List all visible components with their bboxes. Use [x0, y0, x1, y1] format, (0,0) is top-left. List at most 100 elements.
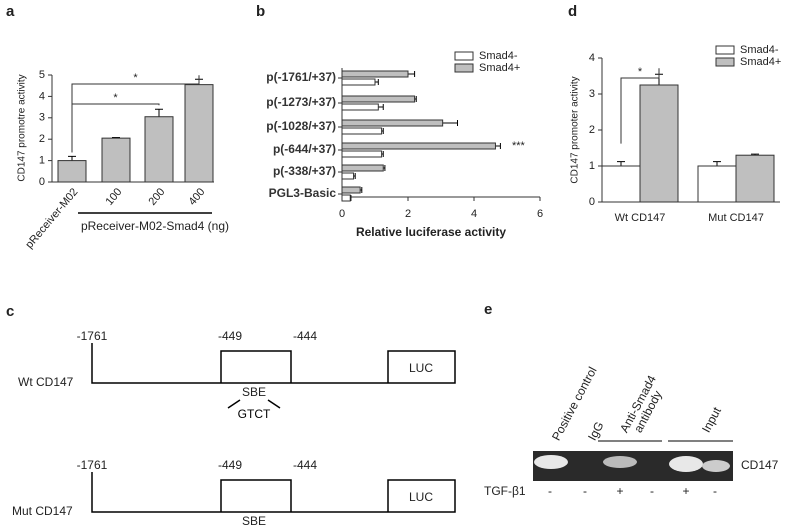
legend-swatch [715, 57, 735, 67]
y-axis-label: CD147 promotre activity [17, 74, 28, 181]
x-axis-label: pReceiver-M02-Smad4 (ng) [81, 219, 229, 233]
gel-bands [534, 455, 730, 472]
base: C [254, 407, 263, 421]
bar [341, 142, 496, 150]
legend-swatch [454, 51, 474, 61]
y-tick-label: 5 [39, 69, 45, 81]
x-tick-label: 6 [537, 208, 543, 220]
x-tick-label: 2 [405, 208, 411, 220]
y-tick-label: 3 [39, 112, 45, 124]
bar [341, 103, 379, 111]
legend-swatch [454, 63, 474, 73]
panel-label: b [256, 3, 265, 20]
significance-bracket [71, 75, 200, 153]
legend-label: Smad4- [740, 44, 779, 56]
error-bar [713, 161, 721, 166]
bar [341, 150, 383, 158]
error-bar [442, 120, 458, 126]
panel-label: d [568, 3, 577, 20]
base: T [263, 407, 271, 421]
significance: *** [512, 140, 526, 152]
position: -1761 [77, 329, 108, 343]
bar [341, 194, 351, 202]
base: T [247, 407, 255, 421]
bar [697, 165, 737, 203]
y-tick-label: 0 [39, 176, 45, 188]
y-tick-label: 4 [589, 52, 595, 64]
sign: - [548, 484, 552, 498]
position: -1761 [77, 458, 108, 472]
error-bar [617, 161, 625, 166]
x-tick-label: 0 [339, 208, 345, 220]
bar [735, 154, 775, 203]
lane-label: IgG [585, 419, 606, 443]
bar [341, 186, 361, 194]
bar [601, 165, 641, 203]
position: -449 [218, 329, 242, 343]
reporter: LUC [409, 361, 433, 375]
band [669, 456, 703, 472]
y-tick-label: p(-338/+37) [273, 164, 336, 178]
band-label: CD147 [741, 458, 779, 472]
significance: * [638, 66, 643, 78]
construct-name: Wt CD147 [18, 375, 74, 389]
sign: - [583, 484, 587, 498]
lane-label: Input [699, 404, 724, 435]
bar [144, 116, 174, 183]
y-axis-label: CD147 promoter activity [570, 76, 581, 183]
error-bar [378, 104, 384, 110]
bar [341, 70, 409, 78]
bar [341, 127, 383, 135]
position: -444 [293, 329, 317, 343]
y-tick-label: p(-1028/+37) [266, 119, 336, 133]
bar [57, 160, 87, 183]
construct-diagram [91, 343, 456, 532]
x-tick-label: pReceiver-M02 [23, 186, 80, 251]
sign: + [616, 484, 623, 498]
x-tick-label: 4 [471, 208, 477, 220]
x-tick-label: 200 [147, 186, 168, 208]
x-tick-label: 400 [187, 186, 208, 208]
legend-swatch [715, 45, 735, 55]
bar [341, 78, 376, 86]
y-tick-label: 2 [589, 124, 595, 136]
panel-label: a [6, 3, 15, 20]
site: SBE [242, 514, 266, 527]
bar [341, 119, 444, 127]
error-bar [155, 108, 163, 117]
panel-label: c [6, 303, 14, 320]
error-bar [375, 79, 379, 85]
treatment-label: TGF-β1 [484, 484, 526, 498]
bar [639, 84, 679, 203]
bar [341, 172, 355, 180]
x-tick-label: Wt CD147 [615, 212, 666, 224]
position: -449 [218, 458, 242, 472]
y-tick-label: 3 [589, 88, 595, 100]
significance: * [113, 92, 118, 104]
significance-bracket [620, 68, 660, 144]
y-tick-label: 4 [39, 90, 45, 102]
base: G [238, 407, 247, 421]
site: SBE [242, 385, 266, 399]
legend-label: Smad4+ [740, 56, 781, 68]
band [534, 455, 568, 469]
sign: - [713, 484, 717, 498]
y-tick-label: 0 [589, 196, 595, 208]
x-tick-label: Mut CD147 [708, 212, 764, 224]
sign: - [650, 484, 654, 498]
error-bar [408, 71, 416, 77]
x-tick-label: 100 [104, 186, 125, 208]
panel-label: e [484, 301, 492, 318]
bar [101, 137, 131, 183]
sign: + [682, 484, 689, 498]
band [702, 460, 730, 472]
bar [184, 84, 214, 183]
y-tick-label: 1 [589, 160, 595, 172]
error-bar [495, 143, 501, 149]
error-bar [68, 155, 76, 161]
bar [341, 164, 384, 172]
sequence: GTCT [238, 407, 271, 421]
legend-label: Smad4- [479, 50, 518, 62]
position: -444 [293, 458, 317, 472]
